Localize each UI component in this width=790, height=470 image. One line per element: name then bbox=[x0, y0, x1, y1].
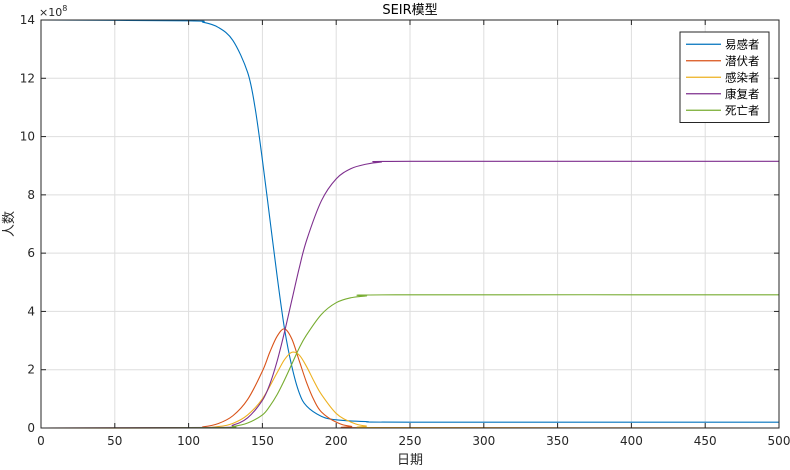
x-tick-label: 300 bbox=[472, 434, 495, 448]
y-tick-label: 12 bbox=[20, 71, 35, 85]
x-tick-label: 400 bbox=[620, 434, 643, 448]
y-axis-multiplier: ×108 bbox=[39, 4, 67, 19]
legend-label: 死亡者 bbox=[725, 103, 760, 117]
y-tick-label: 0 bbox=[27, 421, 35, 435]
series-lines bbox=[40, 19, 780, 429]
y-axis-multiplier-exponent: 8 bbox=[62, 4, 67, 13]
x-tick-label: 250 bbox=[399, 434, 422, 448]
series-line bbox=[40, 351, 780, 429]
series-line bbox=[40, 19, 780, 423]
y-tick-label: 8 bbox=[27, 188, 35, 202]
x-axis-ticks: 0 50 100 150 200 250 300 350 400 450 500 bbox=[37, 20, 790, 448]
x-tick-label: 0 bbox=[37, 434, 45, 448]
legend-label: 感染者 bbox=[725, 70, 760, 84]
y-tick-label: 6 bbox=[27, 246, 35, 260]
x-tick-label: 350 bbox=[546, 434, 569, 448]
x-tick-label: 450 bbox=[694, 434, 717, 448]
y-axis-label: 人数 bbox=[2, 211, 17, 237]
x-axis-label: 日期 bbox=[397, 453, 423, 468]
y-tick-label: 4 bbox=[27, 304, 35, 318]
x-tick-label: 200 bbox=[325, 434, 348, 448]
x-tick-label: 150 bbox=[251, 434, 274, 448]
chart-title: SEIR模型 bbox=[382, 3, 437, 18]
series-line bbox=[40, 160, 780, 429]
series-line bbox=[40, 294, 780, 429]
y-tick-label: 14 bbox=[20, 13, 35, 27]
x-tick-label: 500 bbox=[768, 434, 790, 448]
legend-label: 康复者 bbox=[725, 87, 760, 101]
y-tick-label: 2 bbox=[27, 363, 35, 377]
y-axis-multiplier-base: ×10 bbox=[39, 6, 62, 19]
y-tick-label: 10 bbox=[20, 130, 35, 144]
legend-label: 潜伏者 bbox=[725, 54, 760, 68]
series-line bbox=[40, 328, 780, 429]
y-axis-ticks: 0 2 4 6 8 10 12 14 bbox=[20, 13, 779, 435]
x-tick-label: 50 bbox=[107, 434, 122, 448]
x-tick-label: 100 bbox=[177, 434, 200, 448]
legend-label: 易感者 bbox=[725, 37, 760, 51]
